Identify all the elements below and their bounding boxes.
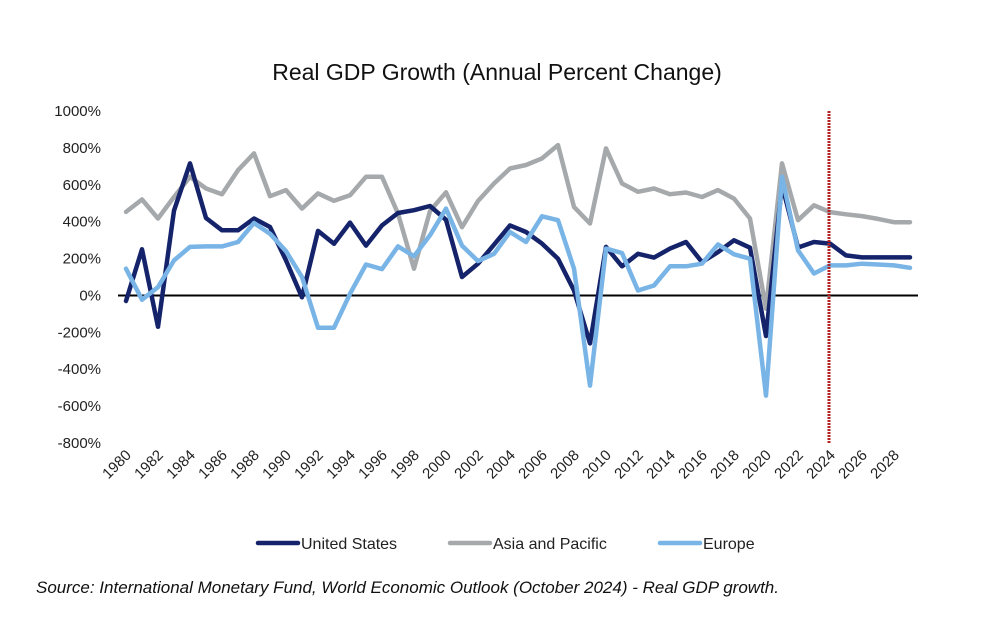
y-tick-label: 0% <box>79 287 101 304</box>
legend-label: Asia and Pacific <box>493 536 607 553</box>
x-tick-label: 2004 <box>483 447 519 483</box>
x-tick-label: 2022 <box>771 447 807 483</box>
source-note: Source: International Monetary Fund, Wor… <box>36 578 779 597</box>
x-tick-label: 2024 <box>803 447 839 483</box>
y-tick-label: -200% <box>58 324 101 341</box>
x-tick-label: 1984 <box>163 447 199 483</box>
x-tick-label: 2006 <box>515 447 551 483</box>
x-tick-label: 1992 <box>291 447 327 483</box>
x-tick-label: 2012 <box>611 447 647 483</box>
y-tick-label: 400% <box>63 214 101 231</box>
series-line-europe <box>123 174 913 398</box>
x-tick-label: 1998 <box>387 447 423 483</box>
x-tick-label: 1986 <box>195 447 231 483</box>
legend: United States Asia and Pacific Europe <box>255 536 755 553</box>
x-tick-label: 2008 <box>547 447 583 483</box>
legend-label: Europe <box>703 536 755 553</box>
x-tick-label: 2018 <box>707 447 743 483</box>
x-tick-label: 2016 <box>675 447 711 483</box>
x-tick-label: 2014 <box>643 447 679 483</box>
legend-label: United States <box>301 536 397 553</box>
chart-title: Real GDP Growth (Annual Percent Change) <box>272 59 722 85</box>
y-tick-label: -400% <box>58 361 101 378</box>
y-axis-ticks: 1000% 800% 600% 400% 200% 0% -200% -400% -600% -8… <box>54 103 101 452</box>
y-tick-label: 1000% <box>54 103 101 120</box>
x-tick-label: 1996 <box>355 447 391 483</box>
x-tick-label: 2020 <box>739 447 775 483</box>
x-tick-label: 2002 <box>451 447 487 483</box>
x-tick-label: 2010 <box>579 447 615 483</box>
x-tick-label: 1988 <box>227 447 263 483</box>
x-tick-label: 2028 <box>867 447 903 483</box>
x-tick-label: 1990 <box>259 447 295 483</box>
x-axis-ticks: 1980198219841986198819901992199419961998… <box>99 447 903 483</box>
x-tick-label: 2026 <box>835 447 871 483</box>
y-tick-label: -600% <box>58 398 101 415</box>
y-tick-label: 800% <box>63 140 101 157</box>
y-tick-label: 600% <box>63 177 101 194</box>
y-tick-label: 200% <box>63 251 101 268</box>
x-tick-label: 2000 <box>419 447 455 483</box>
y-tick-label: -800% <box>58 435 101 452</box>
x-tick-label: 1982 <box>131 447 167 483</box>
series-lines <box>123 142 913 398</box>
x-tick-label: 1980 <box>99 447 135 483</box>
x-tick-label: 1994 <box>323 447 359 483</box>
series-line-united-states <box>123 161 913 346</box>
